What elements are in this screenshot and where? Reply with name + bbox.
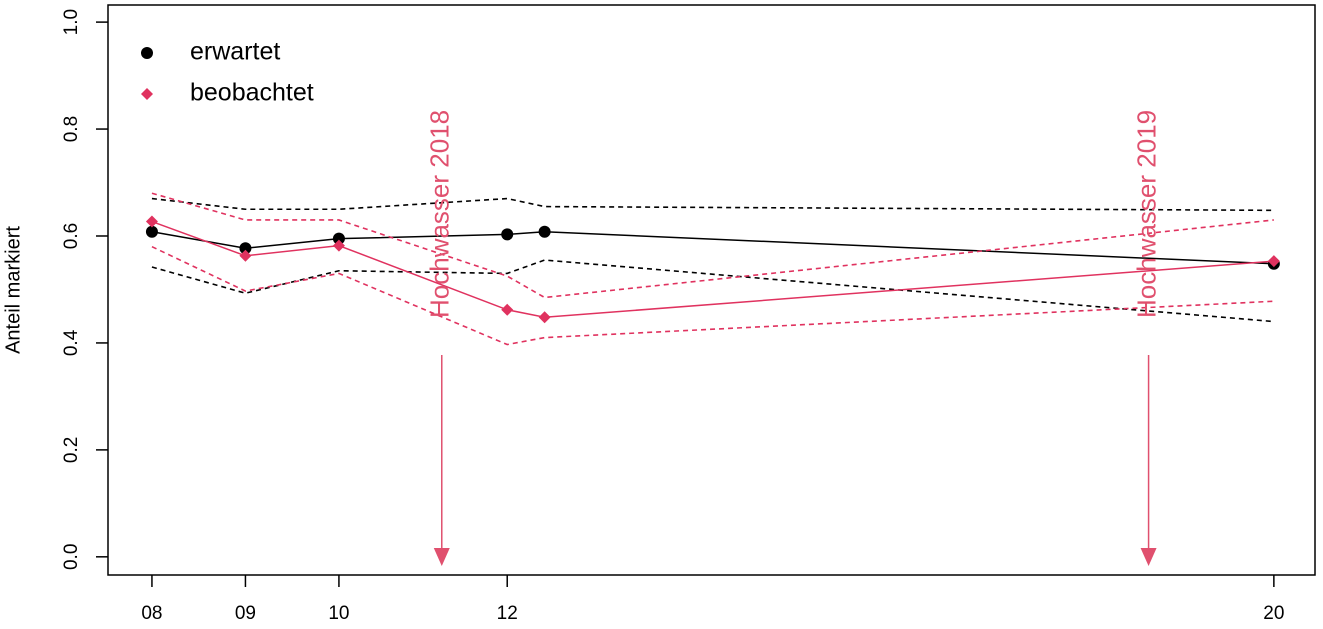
data-point xyxy=(1267,255,1280,268)
y-tick-label: 0.6 xyxy=(61,223,82,249)
y-tick-label: 1.0 xyxy=(61,9,82,35)
x-tick-label: 10 xyxy=(328,603,349,624)
data-point xyxy=(538,311,551,324)
data-point xyxy=(145,215,158,228)
legend-marker xyxy=(141,47,153,59)
annotation: Hochwasser 2018 xyxy=(425,110,455,318)
legend-label: erwartet xyxy=(190,38,280,66)
x-tick-label: 09 xyxy=(235,603,256,624)
legend-label: beobachtet xyxy=(190,79,314,107)
plot-box xyxy=(107,4,1316,576)
ci-line xyxy=(151,245,1274,346)
x-tick-label: 20 xyxy=(1263,603,1284,624)
data-point xyxy=(332,239,345,252)
annotation-arrowhead xyxy=(1140,548,1157,566)
ci-line xyxy=(151,197,1274,212)
y-axis-label: Anteil markiert xyxy=(2,226,24,354)
data-point xyxy=(501,303,514,316)
data-point xyxy=(239,249,252,262)
data-point xyxy=(332,232,345,245)
x-tick-label: 12 xyxy=(497,603,518,624)
ci-line xyxy=(151,259,1274,323)
data-point xyxy=(145,225,158,238)
y-tick-label: 0.8 xyxy=(61,116,82,142)
annotation: Hochwasser 2019 xyxy=(1131,110,1161,318)
legend-marker xyxy=(141,88,153,100)
data-point xyxy=(239,242,252,255)
data-point xyxy=(501,228,514,241)
data-point xyxy=(538,225,551,238)
series-line xyxy=(151,220,1274,319)
y-tick-label: 0.2 xyxy=(61,437,82,463)
y-tick-label: 0.4 xyxy=(61,329,82,356)
annotation-arrowhead xyxy=(433,548,450,566)
series-line xyxy=(151,230,1274,265)
y-tick-label: 0.0 xyxy=(61,544,82,570)
ci-line xyxy=(151,192,1274,299)
x-tick-label: 08 xyxy=(141,603,162,624)
